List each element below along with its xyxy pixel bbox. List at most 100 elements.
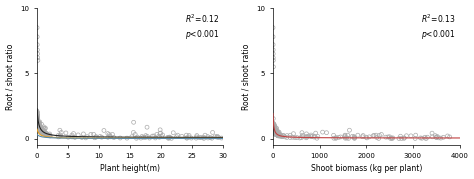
Point (270, 123, 277, 125)
Point (335, 136, 342, 139)
Point (286, 136, 294, 139)
Point (34, 118, 41, 120)
Point (271, 132, 279, 134)
Point (274, 130, 282, 133)
Point (96, 135, 104, 138)
Point (36, 127, 43, 130)
Point (272, 133, 280, 136)
Point (270, 126, 277, 129)
Point (370, 134, 378, 137)
Point (104, 132, 111, 135)
Point (272, 132, 279, 135)
Point (298, 136, 305, 139)
Point (269, 126, 277, 129)
Point (92, 136, 100, 139)
Point (34, 118, 41, 121)
Point (271, 125, 279, 128)
Point (277, 134, 285, 137)
Point (346, 129, 353, 132)
Point (274, 132, 282, 134)
Point (299, 134, 306, 137)
Point (37, 130, 45, 133)
Point (64, 136, 72, 139)
Point (46, 132, 54, 135)
Point (273, 132, 281, 135)
Point (275, 133, 283, 136)
Point (37, 130, 45, 132)
Point (271, 124, 278, 126)
Point (137, 137, 145, 139)
Point (272, 132, 280, 135)
Point (40, 131, 47, 134)
Point (35, 124, 42, 127)
Point (35, 127, 43, 130)
Point (444, 135, 451, 137)
Point (70, 132, 77, 135)
Point (270, 127, 277, 130)
Point (272, 128, 280, 130)
Point (271, 130, 279, 133)
Point (159, 134, 166, 136)
Point (270, 126, 277, 129)
Point (129, 131, 137, 134)
Point (42, 133, 50, 136)
Point (332, 136, 340, 139)
Point (41, 132, 48, 135)
Point (365, 136, 373, 138)
Point (270, 126, 277, 129)
Point (412, 134, 419, 137)
Point (33, 115, 41, 118)
Point (269, 123, 277, 126)
Point (34, 122, 42, 125)
Point (272, 132, 280, 135)
Point (269, 124, 277, 127)
Point (271, 125, 278, 128)
Point (36, 126, 43, 129)
Point (418, 137, 426, 140)
Point (270, 127, 278, 130)
Point (34, 120, 41, 123)
Point (273, 133, 280, 136)
Point (433, 136, 440, 139)
Point (34, 117, 41, 120)
Point (46, 134, 53, 137)
Point (34, 121, 41, 124)
Point (34, 123, 42, 125)
Point (270, 127, 277, 130)
Point (270, 127, 278, 130)
Point (57, 134, 64, 137)
Point (270, 65, 277, 68)
Point (398, 137, 405, 140)
Point (35, 127, 43, 130)
Point (271, 130, 278, 133)
Point (34, 114, 41, 117)
Point (36, 130, 44, 132)
Point (98, 136, 105, 139)
Point (33, 116, 41, 119)
Point (44, 134, 51, 137)
Point (273, 133, 281, 136)
Point (270, 126, 277, 129)
Point (411, 137, 419, 140)
Point (36, 129, 44, 131)
Point (421, 136, 428, 139)
Point (319, 131, 327, 134)
Point (40, 125, 47, 128)
Point (275, 133, 283, 136)
Point (37, 123, 45, 126)
Point (35, 126, 42, 129)
Point (34, 119, 41, 122)
Point (337, 136, 344, 138)
Point (270, 130, 278, 133)
Point (400, 137, 408, 140)
Point (68, 136, 76, 138)
Point (35, 126, 43, 129)
Point (33, 113, 41, 116)
Point (35, 122, 43, 125)
Point (33, 118, 41, 120)
Point (37, 130, 45, 132)
Point (36, 128, 44, 131)
Point (183, 137, 191, 140)
Point (34, 111, 41, 114)
Point (373, 136, 381, 139)
